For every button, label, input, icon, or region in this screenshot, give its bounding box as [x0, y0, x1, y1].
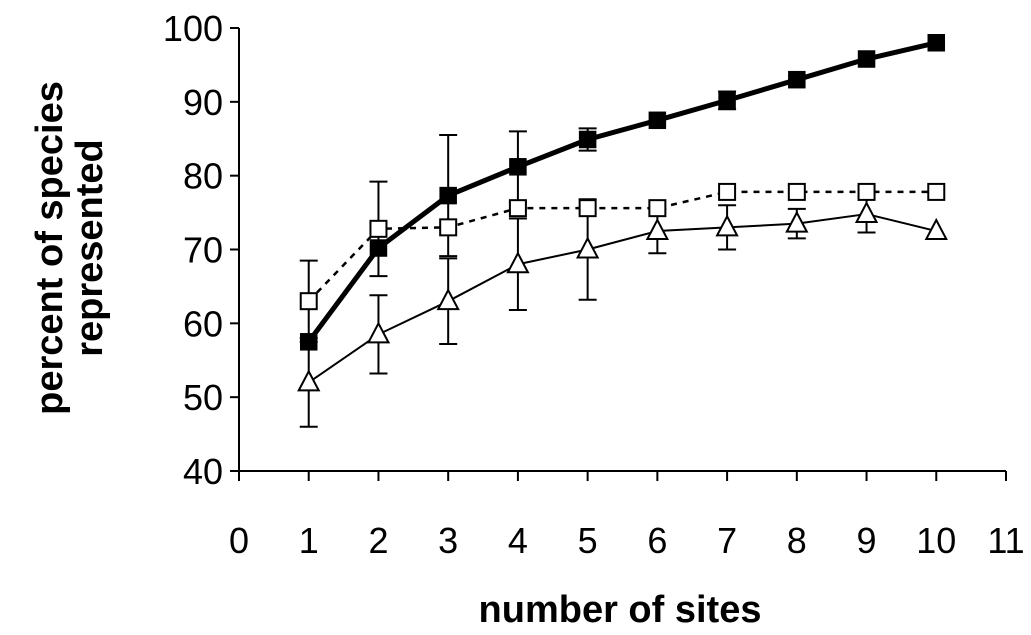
- data-point: [718, 182, 737, 201]
- axes: 40 50 60 70 80 90 100 0 1 2 3 4 5 6 7 8 9 10 11: [163, 8, 1025, 561]
- y-axis-title-line-1: percent of species: [29, 81, 71, 415]
- y-tick-label: 40: [183, 451, 223, 492]
- data-point: [575, 236, 600, 259]
- data-point: [366, 321, 391, 344]
- data-point: [439, 218, 458, 237]
- plot-area: [297, 34, 948, 428]
- data-point: [578, 130, 597, 149]
- data-point: [436, 288, 460, 311]
- x-tick-label: 1: [299, 520, 319, 561]
- data-point: [927, 34, 946, 52]
- series-line: [308, 213, 937, 384]
- y-tick-label: 50: [183, 377, 223, 418]
- y-tick-label: 90: [183, 82, 223, 123]
- data-point: [439, 186, 457, 205]
- data-point: [369, 219, 388, 238]
- data-point: [927, 182, 946, 201]
- data-point: [857, 182, 876, 201]
- data-point: [648, 111, 667, 130]
- x-tick-label: 3: [438, 520, 458, 561]
- x-tick-label: 8: [787, 520, 807, 561]
- data-point: [857, 50, 876, 68]
- data-point: [299, 333, 318, 351]
- data-point: [506, 251, 530, 274]
- x-tick-label: 7: [717, 520, 737, 561]
- data-point: [788, 70, 806, 89]
- data-point: [645, 217, 670, 241]
- data-point: [578, 199, 597, 218]
- data-point: [715, 214, 739, 237]
- x-tick-label: 0: [229, 520, 249, 561]
- x-tick-label: 9: [857, 520, 877, 561]
- data-point: [854, 200, 879, 224]
- data-point: [297, 369, 321, 392]
- x-tick-label: 10: [916, 520, 956, 561]
- data-point: [924, 217, 948, 241]
- y-tick-label: 60: [183, 303, 223, 344]
- x-tick-label: 4: [508, 520, 528, 561]
- series-line: [306, 40, 937, 344]
- y-tick-label: 70: [183, 230, 223, 271]
- data-point: [509, 158, 527, 176]
- data-point: [785, 210, 809, 233]
- x-tick-label: 2: [368, 520, 388, 561]
- x-tick-label: 6: [647, 520, 667, 561]
- x-tick-label: 5: [578, 520, 598, 561]
- data-point: [369, 239, 388, 257]
- x-tick-label: 11: [987, 520, 1024, 561]
- series-line: [307, 190, 937, 303]
- y-axis-title-line-2: represented: [69, 139, 111, 357]
- y-axis-title: percent of species represented: [29, 81, 111, 415]
- data-point: [648, 199, 667, 218]
- data-point: [718, 91, 736, 110]
- data-point: [787, 182, 806, 201]
- data-point: [508, 199, 527, 218]
- y-tick-label: 100: [163, 8, 223, 49]
- y-tick-label: 80: [183, 156, 223, 197]
- data-point: [299, 292, 318, 311]
- x-axis-title: number of sites: [479, 589, 762, 631]
